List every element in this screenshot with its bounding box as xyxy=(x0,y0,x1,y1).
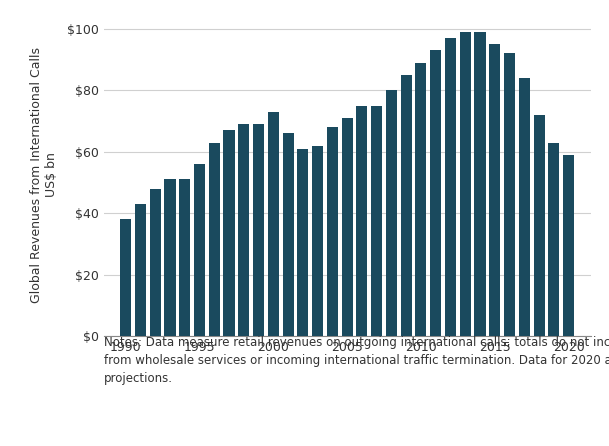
Bar xyxy=(312,145,323,336)
Bar xyxy=(563,155,574,336)
Bar xyxy=(135,204,146,336)
Bar xyxy=(504,54,515,336)
Y-axis label: Global Revenues from International Calls
US$ bn: Global Revenues from International Calls… xyxy=(30,47,58,303)
Bar xyxy=(386,90,397,336)
Bar xyxy=(327,127,338,336)
Bar xyxy=(268,112,279,336)
Bar xyxy=(548,143,559,336)
Bar xyxy=(224,130,234,336)
Bar xyxy=(474,32,485,336)
Bar xyxy=(194,164,205,336)
Bar xyxy=(356,106,367,336)
Bar xyxy=(430,50,442,336)
Bar xyxy=(533,115,544,336)
Bar xyxy=(371,106,382,336)
Bar xyxy=(401,75,412,336)
Bar xyxy=(445,38,456,336)
Bar xyxy=(150,189,161,336)
Bar xyxy=(179,179,190,336)
Bar xyxy=(460,32,471,336)
Bar xyxy=(415,62,426,336)
Bar xyxy=(209,143,220,336)
Bar xyxy=(489,44,501,336)
Bar xyxy=(253,124,264,336)
Bar xyxy=(164,179,175,336)
Bar xyxy=(238,124,249,336)
Text: Notes: Data measure retail revenues on outgoing international calls; totals do n: Notes: Data measure retail revenues on o… xyxy=(104,336,609,385)
Bar xyxy=(297,149,308,336)
Bar xyxy=(519,78,530,336)
Bar xyxy=(342,118,353,336)
Bar xyxy=(283,133,294,336)
Bar xyxy=(120,219,131,336)
